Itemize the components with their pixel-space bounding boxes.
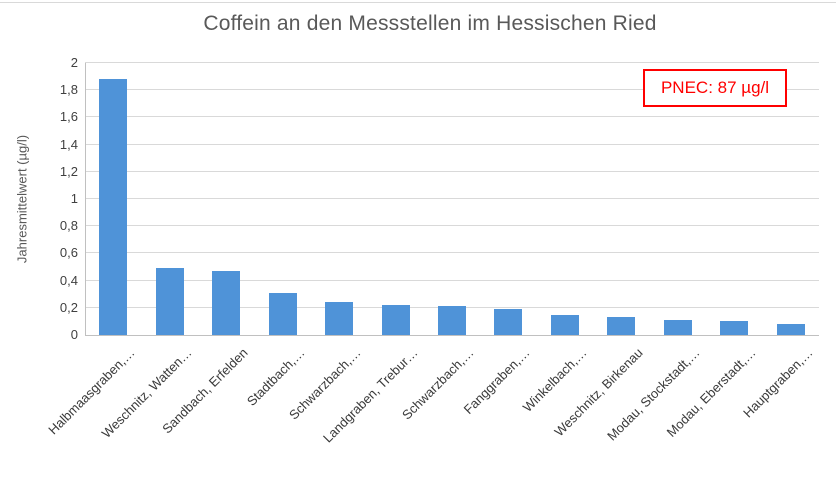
x-axis-line (85, 335, 819, 336)
x-axis-tick-label: Stadtbach,… (243, 345, 308, 409)
bar (550, 314, 579, 335)
y-axis-line (85, 63, 86, 335)
gridline (85, 252, 819, 254)
bar (325, 302, 354, 335)
bar (212, 271, 241, 335)
gridline (85, 198, 819, 199)
y-axis-tick-label: 1,4 (59, 136, 78, 152)
y-axis-tick-label: 1 (70, 191, 78, 206)
y-axis-tick-label: 0,4 (59, 272, 78, 288)
chart-top-border (0, 2, 836, 3)
bar (663, 320, 692, 335)
x-axis-tick-label: Modau, Eberstadt,… (663, 345, 759, 440)
bar (494, 309, 523, 335)
gridline (85, 225, 819, 227)
x-axis-tick-label: Modau, Stockstadt,… (603, 345, 703, 444)
bar (381, 305, 410, 335)
bar (155, 268, 184, 335)
y-axis-tick-label: 0,6 (59, 245, 78, 261)
y-axis-tick-label: 0,8 (59, 218, 78, 234)
gridline (85, 279, 819, 281)
bar (776, 324, 805, 335)
chart-title: Coffein an den Messstellen im Hessischen… (203, 12, 657, 35)
x-axis-tick-label: Weschnitz, Watten… (98, 345, 195, 441)
bar (268, 292, 297, 335)
plot-area (85, 62, 819, 336)
x-axis-tick-label: Schwarzbach,… (399, 345, 477, 423)
x-axis-tick-label: Sandbach, Erfelden (159, 345, 251, 437)
x-axis-tick-label: Landgraben, Trebur… (319, 345, 421, 446)
gridline (85, 143, 819, 145)
y-axis-tick-label: 1,2 (59, 163, 78, 179)
gridline (85, 116, 819, 118)
x-axis-tick-label: Winkelbach,… (519, 345, 590, 415)
x-axis-tick-label: Schwarzbach,… (286, 345, 364, 423)
bar (99, 79, 128, 335)
y-axis-tick-label: 0 (70, 327, 78, 342)
gridline (85, 89, 819, 91)
x-axis-tick-label: Fanggraben,… (461, 345, 534, 417)
y-axis-tick-label: 1,8 (59, 82, 78, 98)
gridline (85, 170, 819, 172)
x-axis-tick-label: Weschnitz, Birkenau (551, 345, 646, 440)
y-axis-tick-label: 1,6 (59, 109, 78, 125)
pnec-annotation-box: PNEC: 87 µg/l (643, 69, 787, 107)
pnec-annotation-text: PNEC: 87 µg/l (660, 78, 770, 97)
x-axis-tick-label: Hauptgraben,… (739, 345, 816, 421)
bar (607, 317, 636, 335)
gridline (85, 62, 819, 63)
y-axis-tick-label: 0,2 (59, 299, 78, 315)
bar (720, 320, 749, 335)
bar (438, 305, 466, 335)
y-axis-tick-label: 2 (70, 55, 78, 70)
